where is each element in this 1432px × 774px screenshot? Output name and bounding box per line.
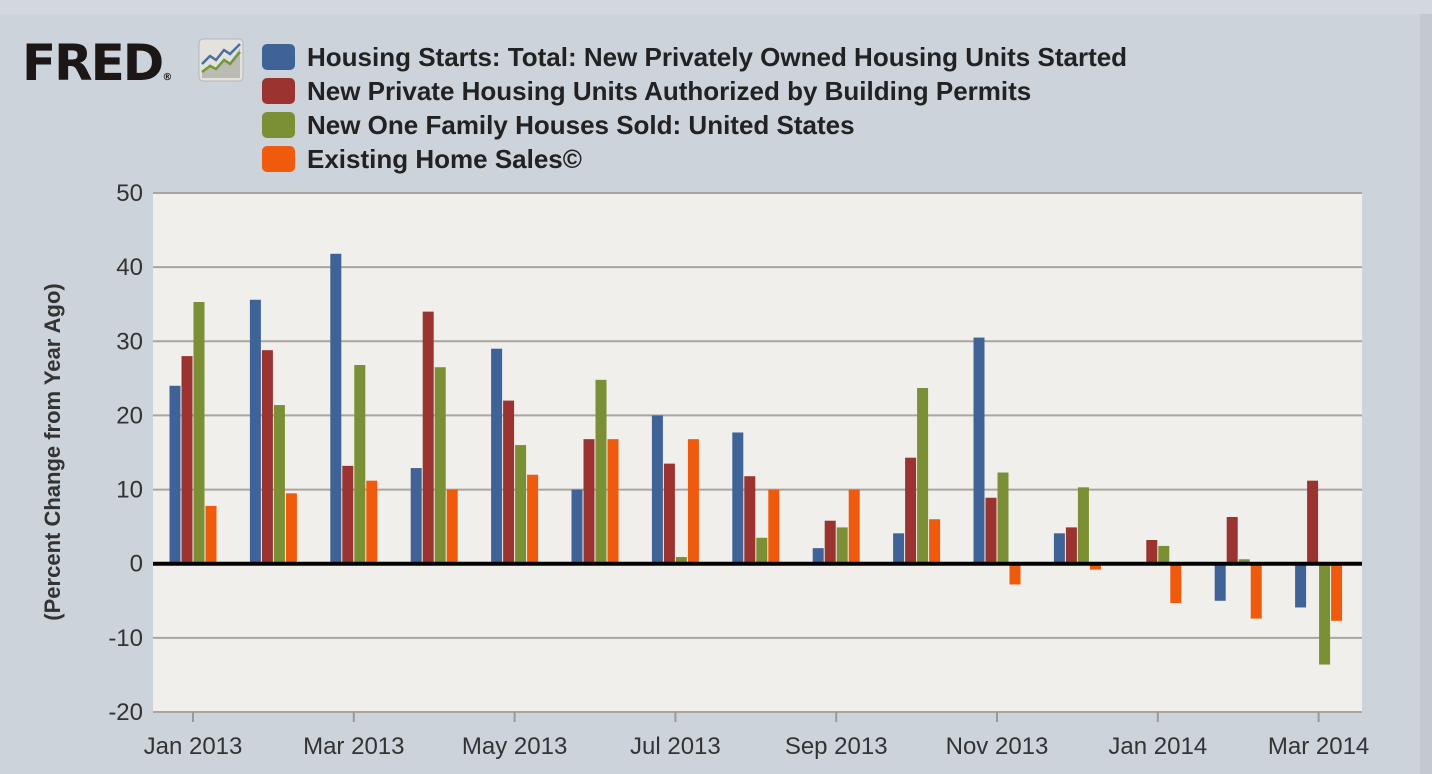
y-tick-label: 10 bbox=[116, 477, 143, 504]
legend-item[interactable]: Housing Starts: Total: New Privately Own… bbox=[262, 42, 1127, 72]
bar-0-6 bbox=[651, 415, 663, 564]
bar-3-1 bbox=[285, 493, 297, 564]
y-tick-label: -20 bbox=[108, 699, 143, 726]
legend-item[interactable]: New One Family Houses Sold: United State… bbox=[262, 110, 855, 140]
bar-2-1 bbox=[273, 405, 285, 564]
bar-2-5 bbox=[595, 379, 607, 564]
chart-trend-icon bbox=[198, 38, 244, 82]
bar-1-5 bbox=[583, 439, 595, 564]
legend-swatch bbox=[262, 112, 295, 138]
bar-1-13 bbox=[1226, 517, 1238, 564]
bar-3-4 bbox=[527, 474, 539, 564]
bar-3-12 bbox=[1170, 563, 1182, 604]
bar-3-10 bbox=[1009, 563, 1021, 585]
bar-3-8 bbox=[848, 489, 860, 564]
bar-0-5 bbox=[571, 489, 583, 564]
bar-1-8 bbox=[824, 520, 836, 564]
bar-1-2 bbox=[342, 465, 354, 564]
x-tick-label: May 2013 bbox=[462, 733, 567, 760]
x-tick-label: Nov 2013 bbox=[946, 733, 1049, 760]
x-tick-label: Jul 2013 bbox=[630, 733, 721, 760]
bar-0-1 bbox=[249, 299, 261, 564]
bar-3-14 bbox=[1331, 563, 1343, 621]
y-axis-title: (Percent Change from Year Ago) bbox=[40, 283, 65, 620]
legend-label: Housing Starts: Total: New Privately Own… bbox=[307, 41, 1128, 72]
bar-3-0 bbox=[205, 505, 217, 564]
y-tick-label: -10 bbox=[108, 625, 143, 652]
bar-0-3 bbox=[410, 468, 422, 564]
x-tick-label: Jan 2014 bbox=[1108, 733, 1207, 760]
fred-logo: FRED® bbox=[22, 34, 172, 92]
legend-swatch bbox=[262, 44, 295, 70]
bar-0-11 bbox=[1053, 533, 1065, 564]
legend-swatch bbox=[262, 146, 295, 172]
bar-2-9 bbox=[917, 387, 929, 564]
bar-3-11 bbox=[1089, 563, 1101, 570]
bar-2-11 bbox=[1077, 487, 1089, 564]
bar-1-12 bbox=[1146, 539, 1158, 564]
x-tick-label: Mar 2013 bbox=[303, 733, 404, 760]
bar-3-3 bbox=[446, 489, 458, 564]
bar-2-4 bbox=[515, 445, 527, 564]
bar-1-7 bbox=[744, 476, 756, 564]
bar-2-7 bbox=[756, 537, 768, 564]
bar-2-13 bbox=[1238, 559, 1250, 564]
x-tick-label: Jan 2013 bbox=[144, 733, 243, 760]
bar-3-2 bbox=[366, 480, 378, 564]
bar-3-13 bbox=[1250, 563, 1262, 619]
bar-1-0 bbox=[181, 356, 193, 564]
x-tick-label: Sep 2013 bbox=[785, 733, 888, 760]
bar-0-13 bbox=[1214, 563, 1226, 601]
bar-2-2 bbox=[354, 365, 366, 564]
legend-item[interactable]: Existing Home Sales© bbox=[262, 144, 582, 174]
y-tick-label: 20 bbox=[116, 402, 143, 429]
bar-0-10 bbox=[973, 337, 985, 564]
bar-3-5 bbox=[607, 439, 619, 564]
bar-2-12 bbox=[1158, 545, 1170, 564]
bar-1-1 bbox=[261, 350, 273, 564]
legend-label: New One Family Houses Sold: United State… bbox=[307, 109, 855, 140]
legend-swatch bbox=[262, 78, 295, 104]
bar-1-9 bbox=[905, 457, 917, 564]
bar-0-4 bbox=[491, 348, 503, 564]
bar-0-2 bbox=[330, 253, 342, 564]
y-tick-label: 30 bbox=[116, 328, 143, 355]
bar-2-3 bbox=[434, 367, 446, 564]
bar-0-14 bbox=[1295, 563, 1307, 608]
bar-0-8 bbox=[812, 548, 824, 564]
x-tick-label: Mar 2014 bbox=[1268, 733, 1369, 760]
bar-1-11 bbox=[1065, 527, 1077, 564]
y-tick-label: 50 bbox=[116, 180, 143, 207]
bar-3-7 bbox=[768, 489, 780, 564]
bar-2-6 bbox=[675, 557, 687, 564]
bar-1-10 bbox=[985, 497, 997, 564]
bar-2-8 bbox=[836, 527, 848, 564]
bar-0-7 bbox=[732, 432, 744, 564]
y-tick-label: 0 bbox=[130, 551, 143, 578]
y-tick-label: 40 bbox=[116, 254, 143, 281]
bar-1-3 bbox=[422, 311, 434, 564]
bar-2-0 bbox=[193, 301, 205, 564]
bar-2-10 bbox=[997, 472, 1009, 564]
bar-3-9 bbox=[929, 519, 941, 564]
bar-3-6 bbox=[687, 439, 699, 564]
bar-1-14 bbox=[1307, 480, 1319, 564]
bar-0-9 bbox=[893, 533, 905, 564]
bar-0-0 bbox=[169, 385, 181, 564]
legend-label: New Private Housing Units Authorized by … bbox=[307, 75, 1032, 106]
legend-item[interactable]: New Private Housing Units Authorized by … bbox=[262, 76, 1031, 106]
bar-1-6 bbox=[663, 463, 675, 564]
bar-1-4 bbox=[503, 400, 515, 564]
legend-label: Existing Home Sales© bbox=[307, 143, 582, 174]
bar-2-14 bbox=[1319, 563, 1331, 665]
